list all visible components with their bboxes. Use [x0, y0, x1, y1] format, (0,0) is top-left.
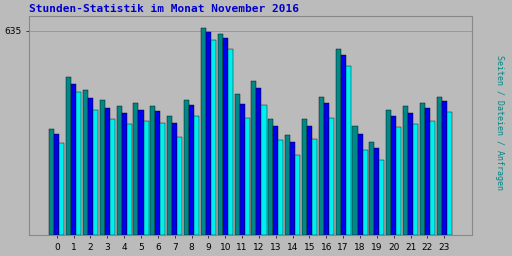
- Bar: [160, 123, 165, 235]
- Bar: [126, 124, 132, 235]
- Bar: [177, 137, 182, 235]
- Bar: [251, 81, 257, 235]
- Bar: [403, 106, 408, 235]
- Bar: [228, 49, 233, 235]
- Bar: [134, 103, 138, 235]
- Bar: [88, 98, 93, 235]
- Bar: [268, 119, 273, 235]
- Bar: [167, 116, 172, 235]
- Bar: [369, 142, 374, 235]
- Bar: [420, 103, 425, 235]
- Bar: [155, 111, 160, 235]
- Bar: [413, 124, 418, 235]
- Bar: [100, 100, 105, 235]
- Bar: [324, 103, 329, 235]
- Bar: [391, 116, 396, 235]
- Text: Seiten / Dateien / Anfragen: Seiten / Dateien / Anfragen: [495, 55, 504, 190]
- Bar: [335, 49, 340, 235]
- Bar: [93, 110, 98, 235]
- Bar: [151, 106, 155, 235]
- Bar: [430, 121, 435, 235]
- Bar: [211, 39, 216, 235]
- Bar: [234, 94, 240, 235]
- Bar: [340, 55, 346, 235]
- Bar: [285, 135, 290, 235]
- Bar: [240, 104, 245, 235]
- Bar: [218, 34, 223, 235]
- Bar: [279, 140, 283, 235]
- Bar: [66, 78, 71, 235]
- Bar: [425, 108, 430, 235]
- Bar: [319, 97, 324, 235]
- Bar: [302, 119, 307, 235]
- Bar: [329, 118, 334, 235]
- Bar: [346, 66, 351, 235]
- Bar: [117, 106, 122, 235]
- Bar: [245, 118, 250, 235]
- Bar: [379, 159, 385, 235]
- Bar: [273, 126, 279, 235]
- Bar: [184, 100, 189, 235]
- Bar: [374, 148, 379, 235]
- Bar: [352, 126, 357, 235]
- Bar: [110, 119, 115, 235]
- Bar: [206, 32, 211, 235]
- Bar: [71, 84, 76, 235]
- Bar: [143, 121, 148, 235]
- Bar: [396, 127, 401, 235]
- Bar: [49, 129, 54, 235]
- Bar: [357, 134, 362, 235]
- Bar: [307, 126, 312, 235]
- Bar: [257, 88, 262, 235]
- Bar: [262, 105, 267, 235]
- Bar: [138, 110, 143, 235]
- Bar: [362, 150, 368, 235]
- Bar: [105, 108, 110, 235]
- Text: Stunden-Statistik im Monat November 2016: Stunden-Statistik im Monat November 2016: [29, 4, 299, 14]
- Bar: [295, 155, 300, 235]
- Bar: [386, 110, 391, 235]
- Bar: [290, 142, 295, 235]
- Bar: [194, 116, 199, 235]
- Bar: [201, 28, 206, 235]
- Bar: [223, 38, 228, 235]
- Bar: [54, 134, 59, 235]
- Bar: [59, 143, 65, 235]
- Bar: [312, 139, 317, 235]
- Bar: [172, 123, 177, 235]
- Bar: [76, 92, 81, 235]
- Bar: [442, 101, 447, 235]
- Bar: [189, 105, 194, 235]
- Bar: [437, 97, 442, 235]
- Bar: [447, 112, 452, 235]
- Bar: [83, 90, 88, 235]
- Bar: [122, 113, 126, 235]
- Bar: [408, 113, 413, 235]
